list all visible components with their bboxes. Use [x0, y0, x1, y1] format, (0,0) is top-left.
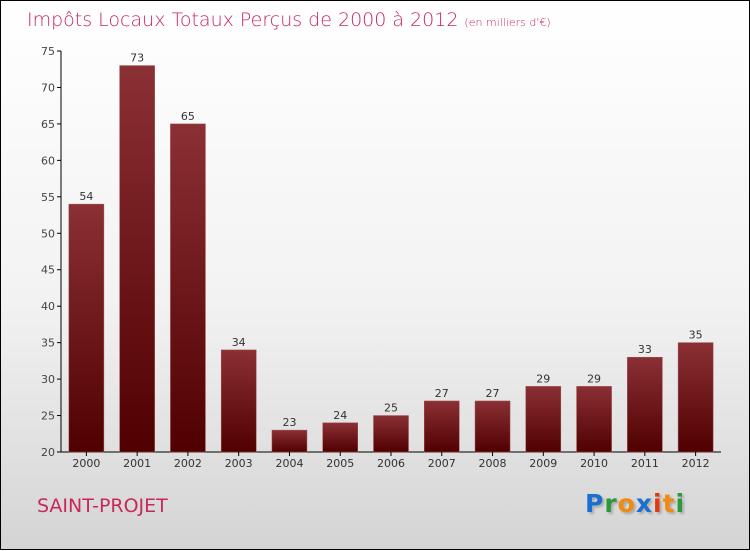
city-name: SAINT-PROJET: [37, 495, 168, 517]
y-tick-label: 30: [41, 373, 55, 386]
data-label: 35: [689, 329, 703, 342]
proxiti-logo[interactable]: Proxiti: [585, 489, 686, 518]
bar-2009: [525, 386, 562, 453]
bar-2000: [68, 203, 105, 453]
y-tick-label: 20: [41, 446, 55, 459]
x-tick-label: 2005: [326, 457, 354, 470]
y-tick-label: 40: [41, 300, 55, 313]
y-tick-label: 35: [41, 337, 55, 350]
y-tick-label: 75: [41, 45, 55, 58]
data-label: 34: [232, 336, 246, 349]
y-tick-label: 45: [41, 264, 55, 277]
y-tick-label: 60: [41, 154, 55, 167]
x-tick-label: 2003: [225, 457, 253, 470]
bar-2010: [576, 386, 612, 453]
data-label: 29: [536, 372, 550, 385]
bar-2011: [627, 356, 663, 453]
bar-2005: [322, 422, 358, 453]
y-tick-label: 50: [41, 227, 55, 240]
x-tick-label: 2006: [377, 457, 405, 470]
y-tick-label: 55: [41, 191, 55, 204]
data-label: 33: [638, 343, 652, 356]
x-tick-label: 2010: [580, 457, 608, 470]
x-tick-label: 2008: [479, 457, 507, 470]
bar-2008: [474, 400, 511, 453]
title-text: Impôts Locaux Totaux Perçus de 2000 à 20…: [27, 9, 459, 31]
data-label: 23: [282, 416, 296, 429]
bar-2007: [424, 400, 460, 453]
x-tick-label: 2004: [275, 457, 303, 470]
data-label: 25: [384, 402, 398, 415]
bar-2004: [271, 429, 308, 453]
data-label: 29: [587, 372, 601, 385]
bar-2003: [220, 349, 257, 453]
bar-2012: [677, 342, 714, 453]
bar-2002: [170, 123, 206, 453]
bar-2006: [373, 415, 409, 453]
data-label: 27: [486, 387, 500, 400]
y-tick-label: 25: [41, 410, 55, 423]
data-label: 24: [333, 409, 347, 422]
data-label: 27: [435, 387, 449, 400]
x-tick-label: 2011: [631, 457, 659, 470]
data-label: 54: [79, 190, 93, 203]
unit-text: (en milliers d'€): [464, 16, 551, 29]
x-tick-label: 2009: [529, 457, 557, 470]
data-label: 65: [181, 110, 195, 123]
bar-2001: [119, 65, 155, 453]
x-tick-label: 2002: [174, 457, 202, 470]
x-tick-label: 2000: [72, 457, 100, 470]
y-tick-label: 65: [41, 118, 55, 131]
x-tick-label: 2001: [123, 457, 151, 470]
x-tick-label: 2007: [428, 457, 456, 470]
chart-title: Impôts Locaux Totaux Perçus de 2000 à 20…: [27, 9, 551, 31]
x-tick-label: 2012: [682, 457, 710, 470]
data-label: 73: [130, 52, 144, 65]
y-tick-label: 70: [41, 81, 55, 94]
